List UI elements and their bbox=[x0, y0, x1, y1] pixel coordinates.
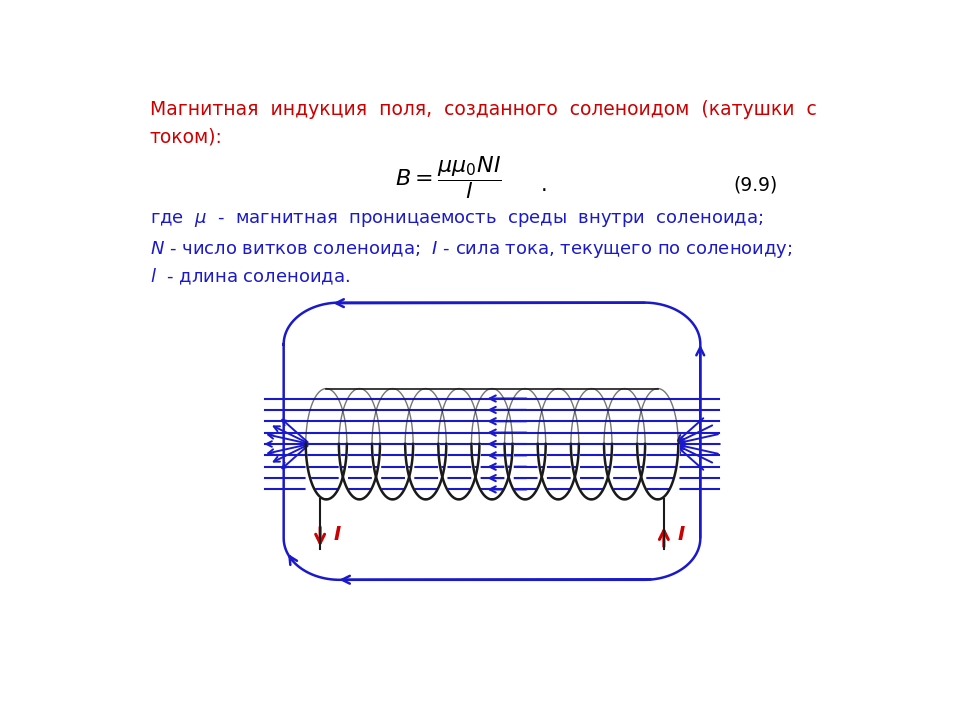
Text: $B = \dfrac{\mu\mu_0 NI}{l}$: $B = \dfrac{\mu\mu_0 NI}{l}$ bbox=[396, 154, 502, 201]
Text: током):: током): bbox=[150, 128, 223, 147]
Text: .: . bbox=[540, 175, 547, 195]
Text: I: I bbox=[333, 525, 341, 544]
Text: I: I bbox=[677, 525, 684, 544]
Text: где  $\mu$  -  магнитная  проницаемость  среды  внутри  соленоида;: где $\mu$ - магнитная проницаемость сред… bbox=[150, 211, 763, 229]
Text: (9.9): (9.9) bbox=[733, 175, 778, 194]
Text: Магнитная  индукция  поля,  созданного  соленоидом  (катушки  с: Магнитная индукция поля, созданного соле… bbox=[150, 100, 817, 120]
Text: $l$  - длина соленоида.: $l$ - длина соленоида. bbox=[150, 266, 349, 287]
Text: $N$ - число витков соленоида;  $I$ - сила тока, текущего по соленоиду;: $N$ - число витков соленоида; $I$ - сила… bbox=[150, 239, 792, 260]
